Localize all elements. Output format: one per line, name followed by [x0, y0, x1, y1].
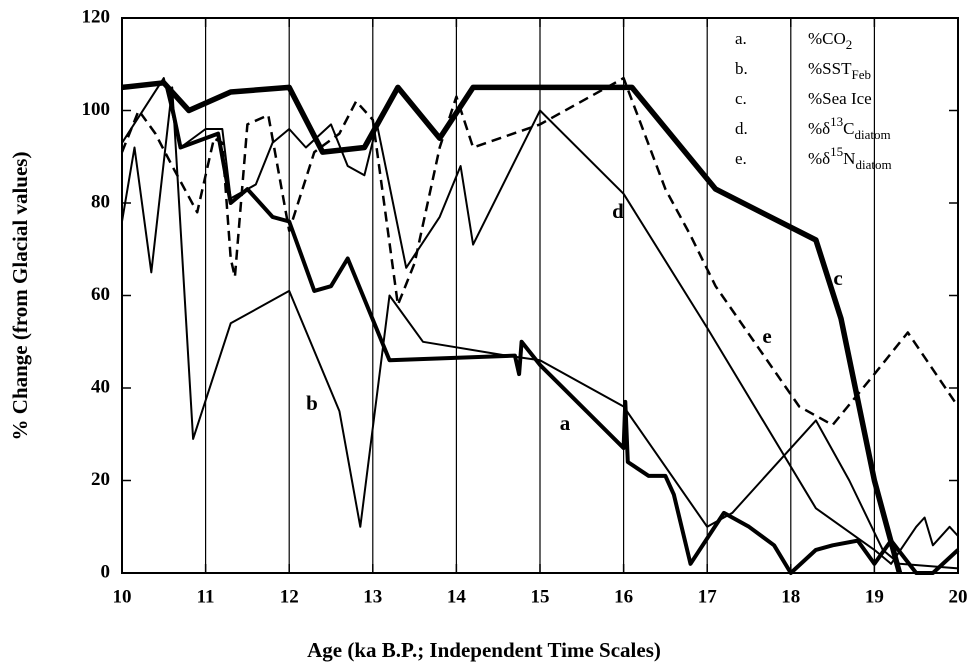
x-tick-label: 20: [949, 586, 968, 607]
legend-label: %SSTFeb: [808, 59, 871, 82]
series-label: b: [306, 391, 318, 415]
legend-label-part: 13: [830, 114, 843, 129]
series-label: c: [833, 266, 842, 290]
x-tick-label: 16: [614, 586, 633, 607]
legend-label-part: %δ: [808, 119, 830, 138]
y-axis-title: % Change (from Glacial values): [8, 152, 32, 441]
x-tick-label: 11: [197, 586, 215, 607]
series-label: d: [612, 199, 624, 223]
legend-label-part: %Sea Ice: [808, 89, 872, 108]
legend-label-part: %δ: [808, 149, 830, 168]
legend-label-part: N: [843, 149, 855, 168]
y-tick-label: 80: [91, 191, 110, 212]
series-line: [121, 80, 903, 574]
legend-letter: e.: [735, 149, 747, 168]
legend-letter: b.: [735, 59, 748, 78]
x-tick-label: 18: [781, 586, 800, 607]
series-line: [121, 86, 959, 570]
series-line: [166, 86, 960, 575]
plot-frame: [121, 17, 959, 574]
legend-label-part: 2: [846, 37, 853, 52]
x-tick-label: 10: [113, 586, 132, 607]
x-tick-label: 19: [865, 586, 884, 607]
y-tick-label: 60: [91, 284, 110, 305]
x-tick-label: 15: [531, 586, 550, 607]
series-label: a: [560, 411, 571, 435]
x-tick-label: 14: [447, 586, 467, 607]
legend-label-part: %SST: [808, 59, 852, 78]
y-tick-label: 100: [82, 99, 111, 120]
y-tick-label: 40: [91, 376, 110, 397]
legend-label: %CO2: [808, 29, 852, 52]
legend-label-part: %CO: [808, 29, 846, 48]
legend-label-part: C: [843, 119, 854, 138]
series-line: [120, 76, 960, 427]
y-tick-label: 120: [82, 6, 111, 27]
legend-label-part: diatom: [855, 157, 891, 172]
y-tick-label: 20: [91, 469, 110, 490]
x-tick-label: 12: [280, 586, 299, 607]
x-tick-label: 13: [363, 586, 382, 607]
legend-label-part: 15: [830, 144, 843, 159]
legend-letter: d.: [735, 119, 748, 138]
legend-label: %Sea Ice: [808, 89, 872, 108]
legend-label-part: Feb: [851, 67, 871, 82]
legend-letter: a.: [735, 29, 747, 48]
legend-label-part: diatom: [855, 127, 891, 142]
y-tick-label: 0: [101, 561, 111, 582]
series-label: e: [762, 324, 771, 348]
legend-label: %δ15Ndiatom: [808, 144, 892, 172]
legend-label: %δ13Cdiatom: [808, 114, 891, 142]
x-tick-label: 17: [698, 586, 718, 607]
legend-letter: c.: [735, 89, 747, 108]
x-axis-title: Age (ka B.P.; Independent Time Scales): [307, 638, 661, 662]
series-line: [121, 77, 959, 565]
